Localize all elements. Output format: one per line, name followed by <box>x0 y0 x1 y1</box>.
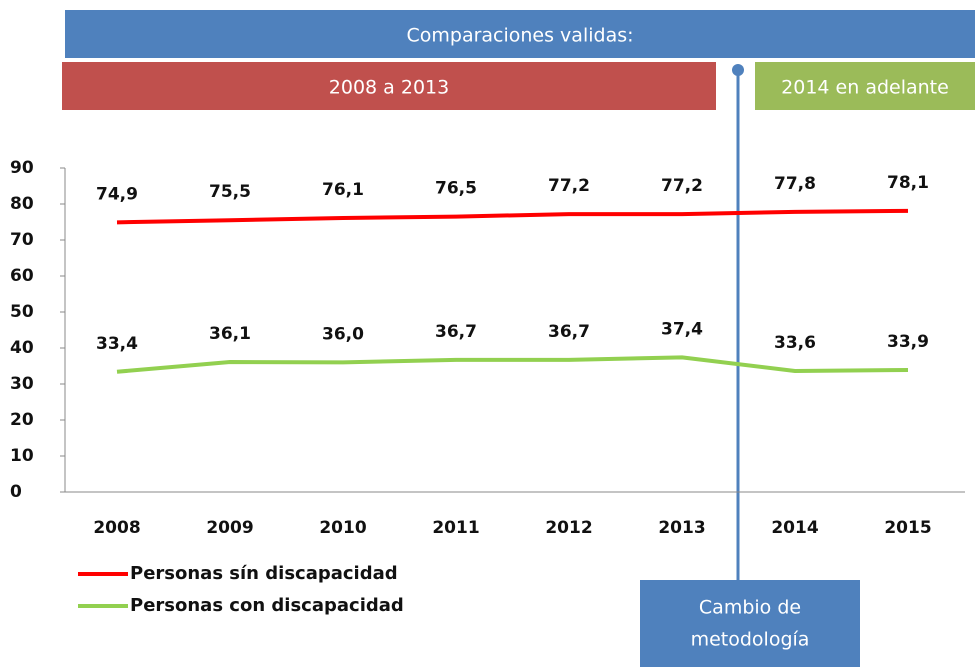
banner-period-2-text: 2014 en adelante <box>781 77 949 99</box>
data-label: 77,2 <box>661 176 703 196</box>
y-tick-label: 10 <box>10 446 34 466</box>
x-tick-label: 2012 <box>545 518 592 538</box>
x-tick-label: 2015 <box>884 518 931 538</box>
data-label: 77,2 <box>548 176 590 196</box>
data-label: 33,6 <box>774 333 816 353</box>
x-tick-label: 2010 <box>319 518 366 538</box>
y-tick-label: 90 <box>10 158 34 178</box>
banner-period-2 <box>755 62 975 110</box>
banner-valid <box>65 10 975 58</box>
y-tick-label: 20 <box>10 410 34 430</box>
data-label: 36,7 <box>435 322 477 342</box>
method-change-text: Cambio de <box>699 597 801 619</box>
y-tick-label: 40 <box>10 338 34 358</box>
x-tick-label: 2014 <box>771 518 818 538</box>
data-label: 33,9 <box>887 332 929 352</box>
legend-label: Personas sín discapacidad <box>130 563 398 584</box>
y-tick-label: 80 <box>10 194 34 214</box>
data-label: 76,1 <box>322 180 364 200</box>
data-label: 76,5 <box>435 179 477 199</box>
data-label: 78,1 <box>887 173 929 193</box>
y-tick-label: 0 <box>10 482 22 502</box>
data-label: 36,7 <box>548 322 590 342</box>
method-change-text: metodología <box>691 629 810 651</box>
method-change-box <box>640 580 860 667</box>
data-label: 33,4 <box>96 334 138 354</box>
series-line <box>116 355 909 374</box>
banner-period-1-text: 2008 a 2013 <box>329 77 449 99</box>
y-tick-label: 70 <box>10 230 34 250</box>
x-tick-label: 2009 <box>206 518 253 538</box>
x-tick-label: 2011 <box>432 518 479 538</box>
banner-period-1 <box>62 62 716 110</box>
y-tick-label: 30 <box>10 374 34 394</box>
data-label: 74,9 <box>96 184 138 204</box>
x-tick-label: 2008 <box>93 518 140 538</box>
legend-label: Personas con discapacidad <box>130 595 404 616</box>
data-label: 36,1 <box>209 324 251 344</box>
data-label: 36,0 <box>322 324 364 344</box>
y-tick-label: 60 <box>10 266 34 286</box>
series-line <box>116 208 909 225</box>
method-change-dot <box>732 64 744 76</box>
x-tick-label: 2013 <box>658 518 705 538</box>
banner-valid-text: Comparaciones validas: <box>406 25 633 47</box>
y-tick-label: 50 <box>10 302 34 322</box>
data-label: 37,4 <box>661 319 703 339</box>
data-label: 77,8 <box>774 174 816 194</box>
data-label: 75,5 <box>209 182 251 202</box>
